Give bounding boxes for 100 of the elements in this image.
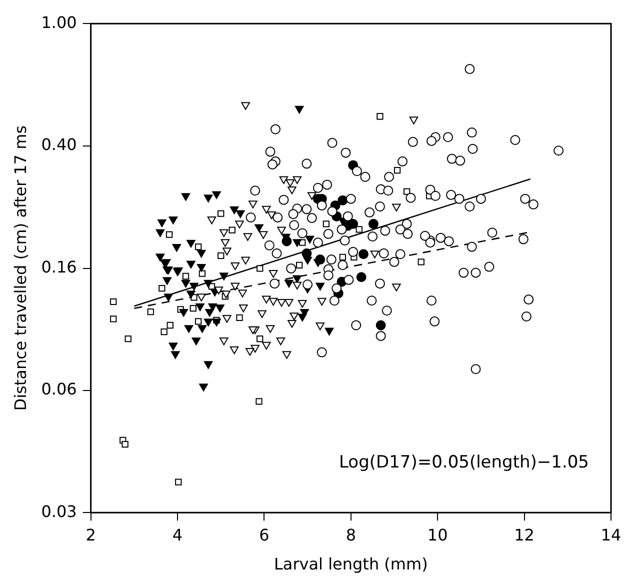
point — [376, 113, 384, 120]
point — [276, 337, 286, 346]
point — [204, 318, 213, 326]
y-tick-label: 1.00 — [41, 12, 77, 32]
point — [322, 220, 330, 228]
point — [205, 309, 214, 317]
point — [230, 282, 240, 290]
x-tick-label: 2 — [86, 525, 96, 544]
point — [338, 195, 348, 206]
point — [195, 318, 202, 325]
point — [220, 229, 228, 237]
point — [298, 300, 307, 308]
point — [192, 337, 201, 346]
point — [181, 193, 190, 201]
point — [208, 303, 218, 312]
point — [190, 282, 198, 290]
point — [302, 248, 312, 258]
point — [288, 186, 296, 194]
point — [228, 226, 236, 234]
point — [267, 211, 276, 220]
point — [212, 318, 221, 326]
point — [258, 231, 268, 239]
point — [230, 262, 240, 270]
point — [168, 342, 178, 350]
point — [236, 314, 243, 322]
point — [236, 210, 245, 218]
point — [316, 282, 325, 290]
point — [258, 310, 266, 318]
point — [218, 252, 224, 259]
point — [368, 218, 378, 229]
x-tick-label: 4 — [172, 525, 183, 544]
point — [286, 179, 295, 188]
point — [409, 116, 418, 124]
point — [186, 260, 196, 269]
x-tick-label: 10 — [427, 525, 448, 544]
point — [186, 240, 196, 248]
point — [182, 272, 190, 280]
point — [356, 272, 366, 282]
x-tick-label: 6 — [259, 525, 270, 544]
point — [288, 320, 296, 328]
point — [195, 243, 202, 250]
point — [262, 342, 271, 350]
point — [214, 286, 224, 294]
point — [222, 290, 230, 298]
y-tick-label: 0.40 — [41, 135, 77, 154]
point — [158, 285, 166, 292]
point — [230, 206, 239, 214]
point — [199, 384, 208, 392]
point — [256, 265, 264, 272]
point — [277, 298, 286, 307]
point — [162, 277, 172, 285]
point — [222, 248, 232, 256]
point — [218, 210, 224, 217]
point — [198, 325, 207, 333]
point — [220, 239, 230, 247]
point — [262, 206, 271, 214]
point — [230, 346, 239, 354]
point — [175, 478, 182, 486]
point — [239, 304, 248, 312]
x-tick-label: 12 — [514, 525, 534, 544]
point — [290, 312, 299, 320]
point — [324, 328, 334, 336]
point — [294, 106, 304, 114]
point — [392, 204, 401, 212]
point — [296, 262, 303, 268]
point — [284, 280, 294, 288]
point — [196, 264, 206, 272]
point — [212, 191, 221, 199]
point — [250, 344, 260, 353]
point — [277, 226, 286, 234]
point — [266, 325, 275, 333]
annotation: Log(D17)=0.05(length)−1.05 — [339, 452, 589, 473]
point — [356, 226, 362, 233]
point — [220, 272, 228, 280]
point — [248, 326, 258, 334]
point — [282, 351, 292, 359]
point — [110, 316, 117, 322]
point — [392, 284, 401, 292]
point — [172, 244, 182, 252]
point — [184, 325, 194, 333]
point — [181, 280, 190, 288]
point — [317, 298, 326, 306]
point — [166, 231, 173, 238]
point — [158, 219, 166, 228]
point — [262, 296, 271, 304]
point — [156, 254, 165, 262]
x-axis-title: Larval length (mm) — [274, 554, 428, 574]
point — [315, 254, 326, 265]
point — [254, 224, 264, 232]
point — [241, 256, 250, 265]
point — [256, 398, 262, 405]
point — [238, 290, 247, 298]
point — [179, 309, 188, 317]
point — [196, 250, 206, 258]
point — [292, 176, 302, 184]
point — [147, 308, 154, 316]
point — [190, 305, 196, 312]
point — [268, 298, 278, 306]
point — [284, 298, 294, 307]
point — [241, 102, 250, 110]
